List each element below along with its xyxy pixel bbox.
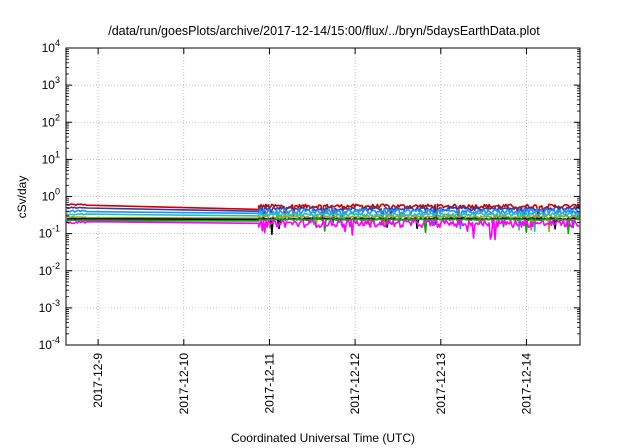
series-line xyxy=(66,219,580,241)
y-tick-label: 10-2 xyxy=(39,261,60,278)
x-tick-label: 2017-12-13 xyxy=(434,353,448,415)
x-tick-label: 2017-12-14 xyxy=(519,353,533,415)
chart-title: /data/run/goesPlots/archive/2017-12-14/1… xyxy=(108,24,540,38)
axes: 10-4 10-3 10-2 10-1 100 101 102 103 104 2017-12-9… xyxy=(39,38,580,414)
y-tick-label: 103 xyxy=(42,75,60,92)
y-tick-label: 10-1 xyxy=(39,224,60,241)
data-series xyxy=(66,203,580,241)
x-tick-label: 2017-12-12 xyxy=(348,353,362,415)
y-tick-label: 10-4 xyxy=(39,335,60,352)
y-tick-label: 10-3 xyxy=(39,298,60,315)
y-tick-label: 100 xyxy=(42,187,60,204)
y-axis-label: cSv/day xyxy=(15,176,29,219)
series-line xyxy=(66,217,580,235)
y-tick-label: 104 xyxy=(42,38,60,55)
y-tick-label: 101 xyxy=(42,149,60,166)
series-line xyxy=(66,203,580,224)
x-tick-label: 2017-12-9 xyxy=(91,353,105,408)
y-tick-label: 102 xyxy=(42,112,60,129)
x-tick-label: 2017-12-10 xyxy=(177,353,191,415)
series-line xyxy=(66,212,580,233)
x-tick-label: 2017-12-11 xyxy=(262,353,276,414)
x-axis-label: Coordinated Universal Time (UTC) xyxy=(231,431,415,445)
series-line xyxy=(66,215,580,233)
